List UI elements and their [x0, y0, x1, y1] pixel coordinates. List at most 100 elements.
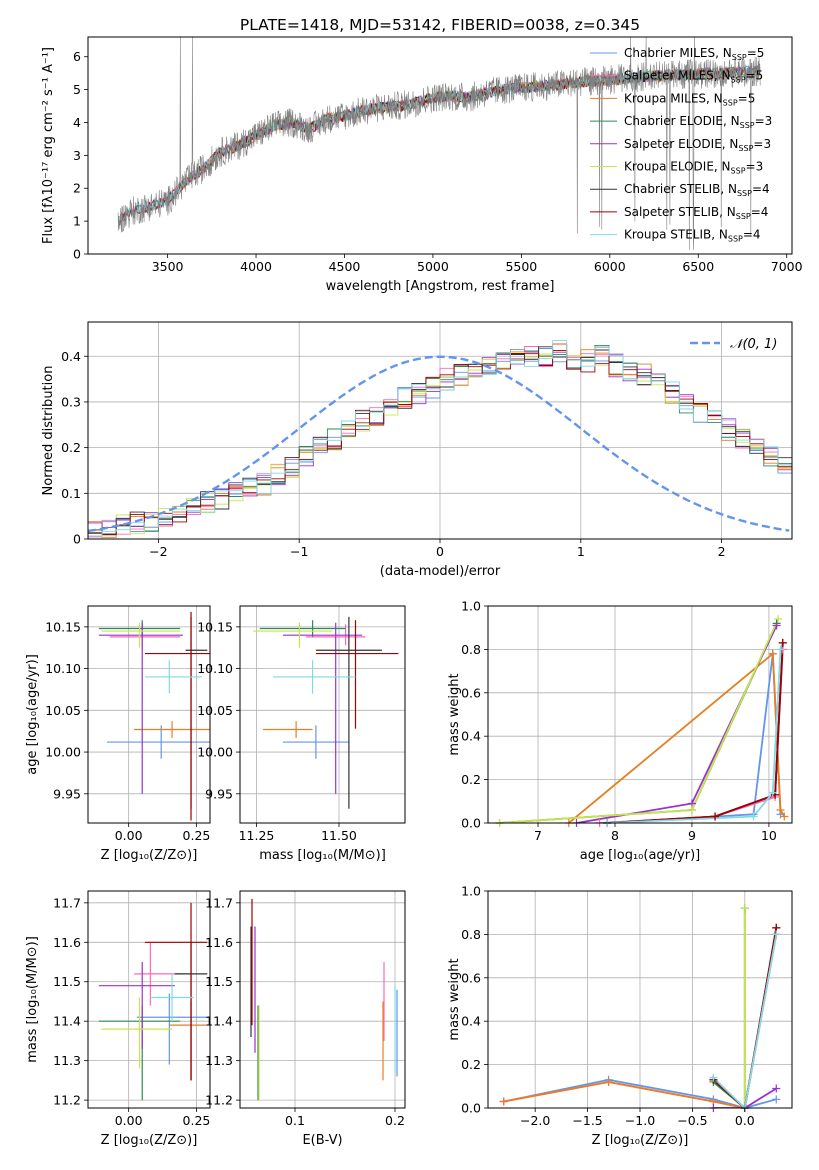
axes-frame [239, 605, 406, 824]
weight-marker [687, 805, 696, 814]
x-tick-label: 4500 [329, 259, 361, 274]
plot-age_vs_mass: 11.25 11.50 9.95 10.00 10.05 10.10 10.15 mass [… [197, 605, 406, 863]
y-tick-label: 3 [73, 148, 81, 163]
y-axis-label: mass weight [447, 958, 462, 1040]
x-tick-label: 5000 [417, 259, 449, 274]
x-tick-label: −2 [149, 544, 167, 559]
legend-entry-6: Chabrier STELIB, NSSP=4 [624, 182, 770, 198]
x-tick-label: 3500 [152, 259, 184, 274]
y-tick-label: 10.15 [197, 619, 233, 634]
y-tick-label: 10.05 [45, 703, 81, 718]
weight-line-8 [607, 649, 782, 823]
y-tick-label: 9.95 [205, 786, 233, 801]
y-tick-label: 0.6 [461, 685, 481, 700]
y-tick-label: 10.05 [197, 703, 233, 718]
plot-area [253, 616, 399, 809]
y-tick-label: 11.3 [53, 1053, 81, 1068]
weight-line-8 [712, 934, 778, 1108]
y-tick-label: 0.4 [61, 349, 81, 364]
y-axis-label: Normed distribution [41, 366, 56, 496]
weight-marker [780, 812, 789, 821]
legend-entry-1: Salpeter MILES, NSSP=5 [624, 69, 763, 85]
x-tick-label: 2 [718, 544, 726, 559]
y-tick-label: 11.6 [205, 935, 233, 950]
plot-weight_vs_age: 7 8 9 10 0.0 0.2 0.4 0.6 0.8 1.0 age [log₁₀(age/yr… [447, 599, 793, 863]
y-tick-label: 10.10 [45, 661, 81, 676]
y-tick-label: 9.95 [53, 786, 81, 801]
y-tick-label: 11.3 [205, 1053, 233, 1068]
x-tick-label: 11.50 [321, 828, 357, 843]
plot-area [499, 618, 786, 823]
weight-marker [749, 812, 758, 821]
x-tick-label: −2.0 [520, 1113, 550, 1128]
hist-series-8 [88, 340, 792, 537]
x-tick-label: −0.5 [677, 1113, 707, 1128]
y-tick-label: 0.0 [461, 1101, 481, 1116]
axes-frame [487, 605, 793, 824]
y-tick-label: 0.6 [461, 970, 481, 985]
x-axis-label: age [log₁₀(age/yr)] [580, 848, 701, 863]
x-tick-label: 11.25 [239, 828, 275, 843]
x-axis-label: Z [log₁₀(Z/Z⊙)] [101, 848, 198, 863]
y-axis-label: age [log₁₀(age/yr)] [25, 654, 40, 775]
x-tick-label: 7000 [771, 259, 803, 274]
y-tick-label: 11.6 [53, 935, 81, 950]
weight-marker [768, 788, 777, 797]
y-tick-label: 0.0 [461, 816, 481, 831]
x-axis-label: mass [log₁₀(M/M⊙)] [259, 848, 386, 863]
y-tick-label: 11.2 [53, 1093, 81, 1108]
weight-line-3 [499, 623, 778, 823]
hist-series-1 [88, 343, 792, 538]
weight-marker [499, 1097, 508, 1106]
x-tick-label: 4000 [240, 259, 272, 274]
plot-spectrum: 3500 4000 4500 5000 5500 6000 6500 7000 0 1 2 3 4 5 6 w… [41, 36, 803, 294]
legend: Chabrier MILES, NSSP=5 Salpeter MILES, NS… [590, 46, 772, 244]
x-axis-label: wavelength [Angstrom, rest frame] [326, 279, 555, 294]
weight-marker [774, 615, 783, 624]
weight-marker [604, 1077, 613, 1086]
y-tick-label: 10.15 [45, 619, 81, 634]
axes-frame [87, 890, 211, 1109]
x-tick-label: 9 [688, 828, 696, 843]
plot-residuals: −2 −1 0 1 2 0 0.1 0.2 0.3 0.4 (data-model)/error No… [41, 321, 793, 579]
y-tick-label: 11.5 [205, 974, 233, 989]
y-tick-label: 1.0 [461, 884, 481, 899]
x-tick-label: 10 [761, 828, 777, 843]
plot-area [98, 611, 210, 821]
y-tick-label: 0.4 [461, 1014, 481, 1029]
y-axis-label: Flux [fλ10⁻¹⁷ erg cm⁻² s⁻¹ A⁻¹] [41, 47, 56, 244]
plot-area [250, 898, 398, 1101]
y-tick-label: 2 [73, 181, 81, 196]
y-tick-label: 0.8 [461, 927, 481, 942]
x-axis-label: E(B-V) [302, 1133, 342, 1148]
x-tick-label: −1.5 [572, 1113, 602, 1128]
weight-marker [778, 638, 787, 647]
x-tick-label: 6500 [682, 259, 714, 274]
y-tick-label: 0.2 [61, 440, 81, 455]
plot-area [98, 902, 208, 1101]
weight-marker [709, 1073, 718, 1082]
y-tick-label: 10.10 [197, 661, 233, 676]
weight-marker [776, 805, 785, 814]
y-tick-label: 10.00 [197, 745, 233, 760]
x-tick-label: −1 [290, 544, 308, 559]
weight-marker [772, 1084, 781, 1093]
y-tick-label: 6 [73, 49, 81, 64]
y-tick-label: 4 [73, 115, 81, 130]
weight-marker [772, 1095, 781, 1104]
plot-weight_vs_Z: −2.0 −1.5 −1.0 −0.5 0.0 0.0 0.2 0.4 0.6 0.8 1.0 Z [… [447, 884, 793, 1148]
y-tick-label: 0 [73, 247, 81, 262]
hist-series-7 [88, 346, 792, 535]
x-tick-label: 6000 [594, 259, 626, 274]
x-tick-label: 5500 [505, 259, 537, 274]
normal-curve [88, 355, 790, 533]
x-tick-label: 7 [534, 828, 542, 843]
x-tick-label: 0.25 [183, 828, 211, 843]
figure-title: PLATE=1418, MJD=53142, FIBERID=0038, z=0… [240, 16, 640, 34]
x-tick-label: 1 [577, 544, 585, 559]
y-tick-label: 0.3 [61, 394, 81, 409]
legend-entry-7: Salpeter STELIB, NSSP=4 [624, 205, 768, 221]
x-tick-label: 0.25 [183, 1113, 211, 1128]
x-tick-label: 8 [611, 828, 619, 843]
